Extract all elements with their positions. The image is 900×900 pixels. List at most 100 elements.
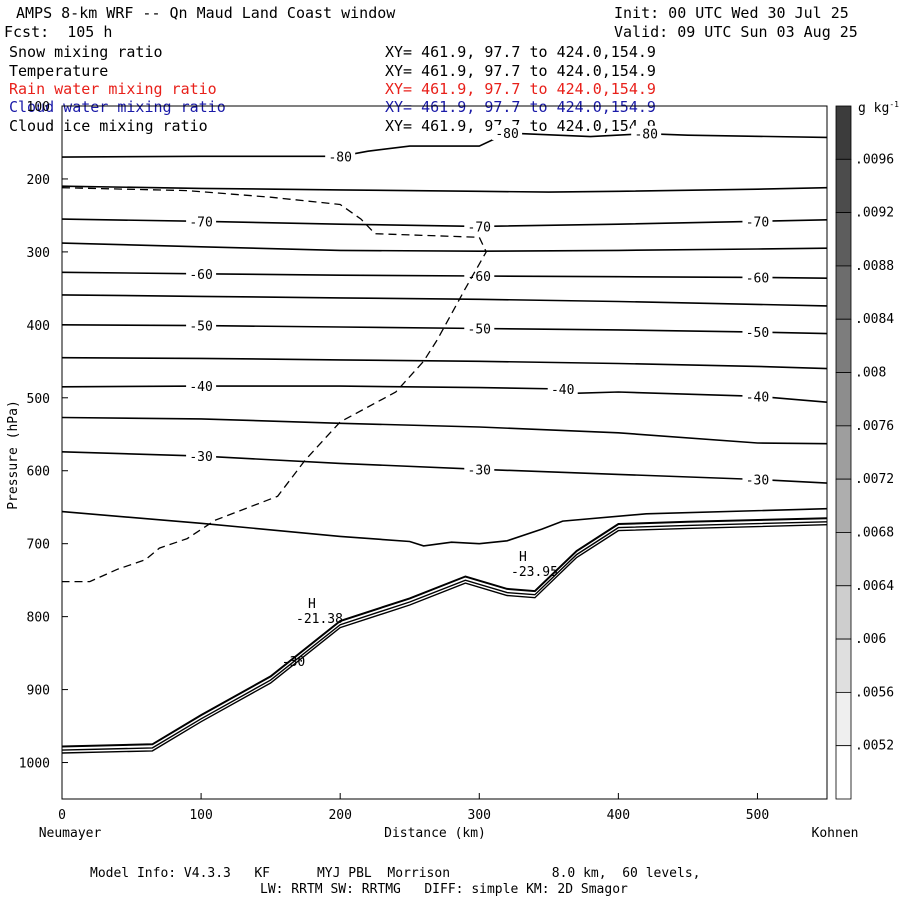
model-info-line1: Model Info: V4.3.3 KF MYJ PBL Morrison 8… [90,866,701,881]
isotherm-label: -70 [468,220,491,235]
pressure-axis-label: Pressure (hPa) [6,400,21,510]
isotherm-label-bg [186,265,217,281]
isotherm-label-bg [742,388,773,404]
colorbar-swatch [835,372,852,427]
y-tick-label: 400 [27,319,50,334]
colorbar-tick-label: .006 [855,632,886,647]
isotherm-label-bg [186,213,217,229]
x-tick-label: 200 [328,808,351,823]
isotherm-label-bg [547,381,578,397]
field-xy-rain: XY= 461.9, 97.7 to 424.0,154.9 [385,80,656,98]
colorbar-unit: g kg-1 [858,100,899,116]
max-value-label: -23.95 [511,565,558,580]
colorbar-tick-label: .0092 [855,206,894,221]
snow-mixing-ratio-contour [61,187,487,583]
y-tick-label: 500 [27,392,50,407]
surface-contour-label: -30 [282,655,305,670]
field-xy-cloud-water: XY= 461.9, 97.7 to 424.0,154.9 [385,98,656,116]
isotherm-label: -30 [189,450,212,465]
colorbar-swatch [835,638,852,693]
isotherm-label: -80 [328,150,351,165]
colorbar-swatch [835,158,852,214]
isotherm-label: -70 [189,215,212,230]
isotherm-line [61,271,828,279]
isotherm-label: -50 [468,322,491,337]
model-info-line2: LW: RRTM SW: RRTMG DIFF: simple KM: 2D S… [260,882,628,897]
max-value-label: -21.38 [296,612,343,627]
isotherm-label-bg [325,148,356,164]
colorbar-tick-label: .008 [855,366,886,381]
colorbar-tick-label: .0096 [855,152,894,167]
colorbar: .0096 .0092 .0088 .0084 .008 .0076 .0072 .0068.… [835,105,894,800]
isotherm-label-bg [464,320,495,336]
isotherm-label: -80 [495,127,518,142]
isotherm-label-bg [464,461,495,477]
chart-title: AMPS 8-km WRF -- Qn Maud Land Coast wind… [16,4,396,22]
colorbar-tick-label: .0056 [855,685,894,700]
isotherm-label-bg [464,267,495,283]
right-station-label: Kohnen [812,826,859,841]
colorbar-swatch [835,105,852,160]
valid-time: Valid: 09 UTC Sun 03 Aug 25 [614,23,858,41]
isotherm-label: -80 [634,128,657,143]
isotherm-label: -50 [746,326,769,341]
isotherm-line [61,385,828,403]
y-tick-label: 200 [27,173,50,188]
surface-contour [61,517,828,748]
colorbar-swatch [835,691,852,747]
isotherm-label: -50 [189,320,212,335]
x-tick-label: 400 [607,808,630,823]
isotherm-label: -40 [746,390,769,405]
isotherm-line [61,294,828,307]
colorbar-swatch [835,425,852,480]
colorbar-swatch [835,265,852,320]
isotherm-label: -60 [746,271,769,286]
left-station-label: Neumayer [39,826,102,841]
colorbar-swatch [835,745,852,800]
x-tick-label: 0 [58,808,66,823]
y-tick-label: 800 [27,611,50,626]
colorbar-swatch [835,212,852,267]
field-name-cloud-ice: Cloud ice mixing ratio [9,117,208,135]
y-tick-label: 1000 [19,757,50,772]
isotherm-label-bg [186,448,217,464]
surface-contour [61,521,828,751]
isotherm-label-bg [742,269,773,285]
max-marker-h: H [519,550,527,565]
pressure-axis-label-group: Pressure (hPa) [6,400,21,510]
isotherm-label-bg [464,218,495,234]
colorbar-swatch [835,478,852,533]
colorbar-tick-label: .0068 [855,525,894,540]
colorbar-tick-label: .0072 [855,472,894,487]
isotherm-line [61,324,828,335]
isotherm-label: -30 [468,463,491,478]
y-tick-label: 300 [27,246,50,261]
isotherm-label-bg [492,124,523,140]
isotherm-label-bg [186,378,217,394]
field-name-cloud-water: Cloud water mixing ratio [9,98,226,116]
isotherm-label: -40 [189,380,212,395]
plot-frame [61,105,828,800]
forecast-hour: Fcst: 105 h [4,23,113,41]
colorbar-tick-label: .0076 [855,419,894,434]
isotherm-label: -70 [746,215,769,230]
isotherm-line [61,185,828,193]
field-xy-snow: XY= 461.9, 97.7 to 424.0,154.9 [385,43,656,61]
field-xy-temperature: XY= 461.9, 97.7 to 424.0,154.9 [385,62,656,80]
x-tick-label: 100 [189,808,212,823]
colorbar-swatch [835,318,852,373]
colorbar-tick-label: .0064 [855,579,894,594]
y-tick-label: 900 [27,684,50,699]
field-name-rain: Rain water mixing ratio [9,80,217,98]
isotherm-label-bg [186,317,217,333]
y-tick-label: 100 [27,100,50,115]
surface-contour [61,524,828,754]
max-marker-h: H [308,597,316,612]
isotherm-label-bg [742,471,773,487]
colorbar-swatch [835,585,852,640]
isotherm-line [61,356,828,370]
isotherm-line [61,451,828,484]
distance-axis-label: Distance (km) [384,826,486,841]
field-name-temperature: Temperature [9,62,109,80]
